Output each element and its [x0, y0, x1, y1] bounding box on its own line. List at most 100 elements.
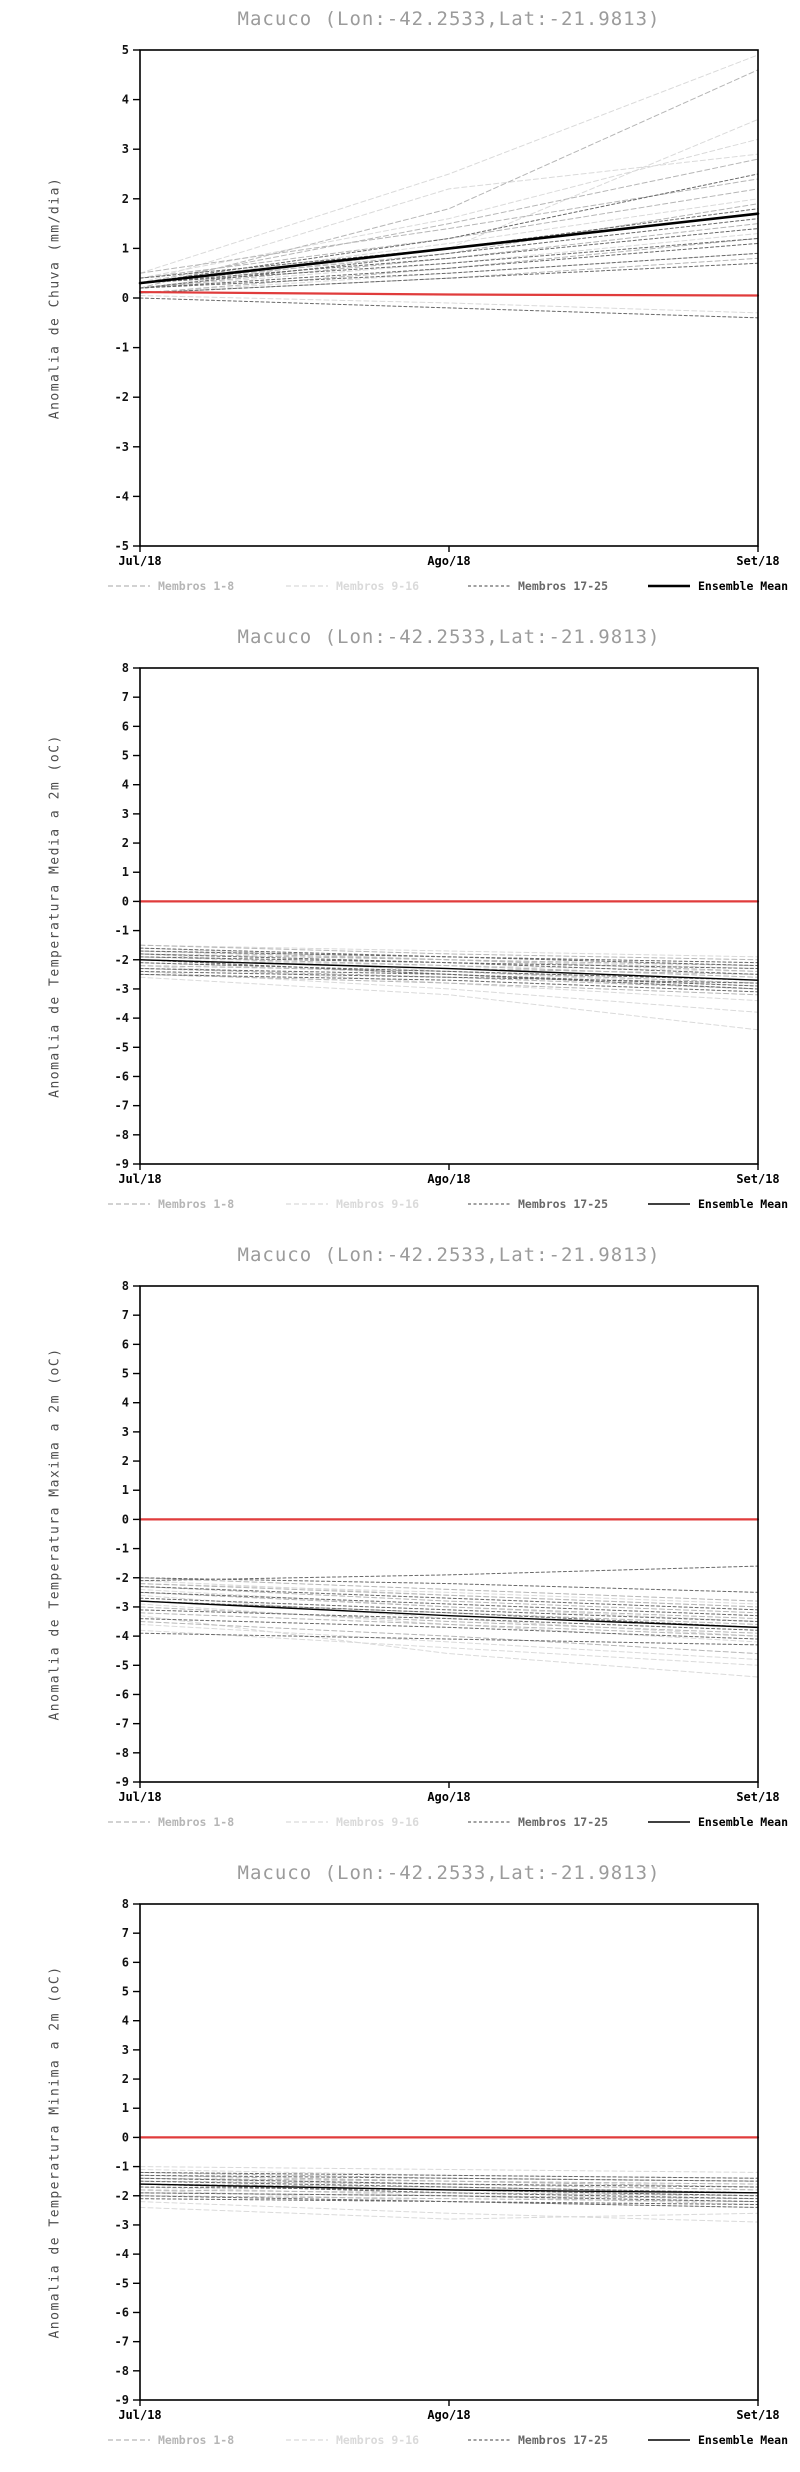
ensemble-member-line — [139, 262, 759, 294]
ensemble-member-line — [139, 1615, 759, 1678]
y-tick-label: -7 — [115, 2335, 129, 2349]
ensemble-member-line — [139, 54, 759, 274]
y-tick-label: -4 — [115, 1629, 129, 1643]
ensemble-member-line — [139, 2206, 759, 2220]
y-tick-label: -3 — [115, 440, 129, 454]
ensemble-member-line — [139, 242, 759, 289]
ensemble-member-line — [139, 956, 759, 978]
ensemble-member-line — [139, 1580, 759, 1608]
y-tick-label: 2 — [122, 192, 129, 206]
x-tick-label: Jul/18 — [118, 1172, 161, 1186]
chart-panel-min-temperature-anomaly: 8 7 6 5 4 3 2 1 0 -1 -2 -3 -4 -5 -6 -7 -8 -9 Jul/18 Ago/18 S… — [0, 1854, 800, 2472]
legend-label: Membros 9-16 — [336, 1197, 419, 1211]
chart-title: Macuco (Lon:-42.2533,Lat:-21.9813) — [237, 1862, 661, 1884]
ensemble-member-line — [139, 970, 759, 1013]
y-tick-label: -2 — [115, 953, 129, 967]
y-tick-label: 2 — [122, 2072, 129, 2086]
ensemble-member-line — [139, 153, 759, 284]
ensemble-member-line — [139, 944, 759, 958]
y-axis-label: Anomalia de Chuva (mm/dia) — [47, 176, 63, 420]
y-tick-label: -4 — [115, 1011, 129, 1025]
y-tick-label: 7 — [122, 1926, 129, 1940]
ensemble-member-line — [139, 252, 759, 289]
ensemble-member-line — [139, 237, 759, 284]
ensemble-member-line — [139, 1586, 759, 1614]
y-tick-label: -1 — [115, 2160, 129, 2174]
plot-frame — [139, 1903, 759, 2401]
y-tick-label: 0 — [122, 1512, 129, 1526]
y-tick-label: -5 — [115, 539, 129, 553]
y-tick-label: -6 — [115, 1687, 129, 1701]
ensemble-member-line — [139, 1629, 759, 1666]
y-tick-label: 1 — [122, 241, 129, 255]
y-tick-label: 6 — [122, 1955, 129, 1969]
legend-label: Membros 1-8 — [158, 579, 234, 593]
ensemble-member-line — [139, 188, 759, 279]
ensemble-member-line — [139, 1583, 759, 1605]
y-tick-label: -6 — [115, 1069, 129, 1083]
x-tick-label: Jul/18 — [118, 2408, 161, 2422]
legend-label: Ensemble Mean — [698, 1197, 788, 1211]
x-tick-label: Jul/18 — [118, 1790, 161, 1804]
ensemble-mean-line — [139, 1600, 759, 1629]
ensemble-member-line — [139, 1632, 759, 1646]
ensemble-member-line — [139, 947, 759, 967]
legend-label: Ensemble Mean — [698, 579, 788, 593]
legend-label: Ensemble Mean — [698, 1815, 788, 1829]
ensemble-member-line — [139, 953, 759, 975]
ensemble-member-line — [139, 1577, 759, 1602]
x-tick-label: Jul/18 — [118, 554, 161, 568]
chart-panel-precipitation-anomaly: 5 4 3 2 1 0 -1 -2 -3 -4 -5 Jul/18 Ago/18 Set/18 Membro… — [0, 0, 800, 618]
y-tick-label: 0 — [122, 894, 129, 908]
ensemble-member-line — [139, 218, 759, 289]
y-tick-label: -9 — [115, 1775, 129, 1789]
y-tick-label: -5 — [115, 1040, 129, 1054]
plot-frame — [139, 1285, 759, 1783]
x-tick-label: Ago/18 — [427, 1790, 470, 1804]
ensemble-mean-line — [138, 212, 760, 285]
y-tick-label: 5 — [122, 1985, 129, 1999]
y-tick-label: 3 — [122, 1425, 129, 1439]
ensemble-member-line — [139, 252, 759, 294]
ensemble-member-line — [139, 2195, 759, 2208]
chart-panel-mean-temperature-anomaly: 8 7 6 5 4 3 2 1 0 -1 -2 -3 -4 -5 -6 -7 -8 -9 Jul/18 Ago/18 S… — [0, 618, 800, 1236]
ensemble-member-line — [139, 2201, 759, 2223]
ensemble-member-line — [139, 1577, 759, 1593]
ensemble-member-line — [139, 2166, 759, 2173]
y-tick-label: -8 — [115, 1128, 129, 1142]
y-tick-label: 2 — [122, 836, 129, 850]
chart-title: Macuco (Lon:-42.2533,Lat:-21.9813) — [237, 626, 661, 648]
ensemble-member-line — [139, 2180, 759, 2194]
y-tick-label: -1 — [115, 924, 129, 938]
ensemble-member-line — [139, 1597, 759, 1623]
y-tick-label: -2 — [115, 390, 129, 404]
y-tick-label: 1 — [122, 2101, 129, 2115]
y-tick-label: 8 — [122, 1279, 129, 1293]
ensemble-member-line — [139, 1603, 759, 1643]
ensemble-member-line — [139, 959, 759, 990]
y-tick-label: 7 — [122, 690, 129, 704]
legend-label: Membros 9-16 — [336, 1815, 419, 1829]
y-tick-label: 1 — [122, 865, 129, 879]
ensemble-member-line — [139, 944, 759, 961]
ensemble-member-line — [139, 1612, 759, 1637]
y-tick-label: -1 — [115, 1542, 129, 1556]
ensemble-member-line — [139, 1594, 759, 1637]
y-tick-label: 5 — [122, 749, 129, 763]
x-tick-label: Set/18 — [736, 1172, 779, 1186]
ensemble-member-line — [139, 1565, 759, 1582]
ensemble-member-line — [139, 233, 759, 289]
y-tick-label: -5 — [115, 2276, 129, 2290]
legend-label: Membros 1-8 — [158, 1815, 234, 1829]
legend-label: Membros 17-25 — [518, 2433, 608, 2447]
y-tick-label: 8 — [122, 661, 129, 675]
legend-label: Membros 17-25 — [518, 1197, 608, 1211]
y-tick-label: 0 — [122, 2130, 129, 2144]
ensemble-mean-line — [139, 2183, 759, 2194]
ensemble-member-line — [139, 962, 759, 981]
chart-title: Macuco (Lon:-42.2533,Lat:-21.9813) — [237, 1244, 661, 1266]
y-axis-label: Anomalia de Temperatura Minima a 2m (oC) — [47, 1965, 63, 2339]
